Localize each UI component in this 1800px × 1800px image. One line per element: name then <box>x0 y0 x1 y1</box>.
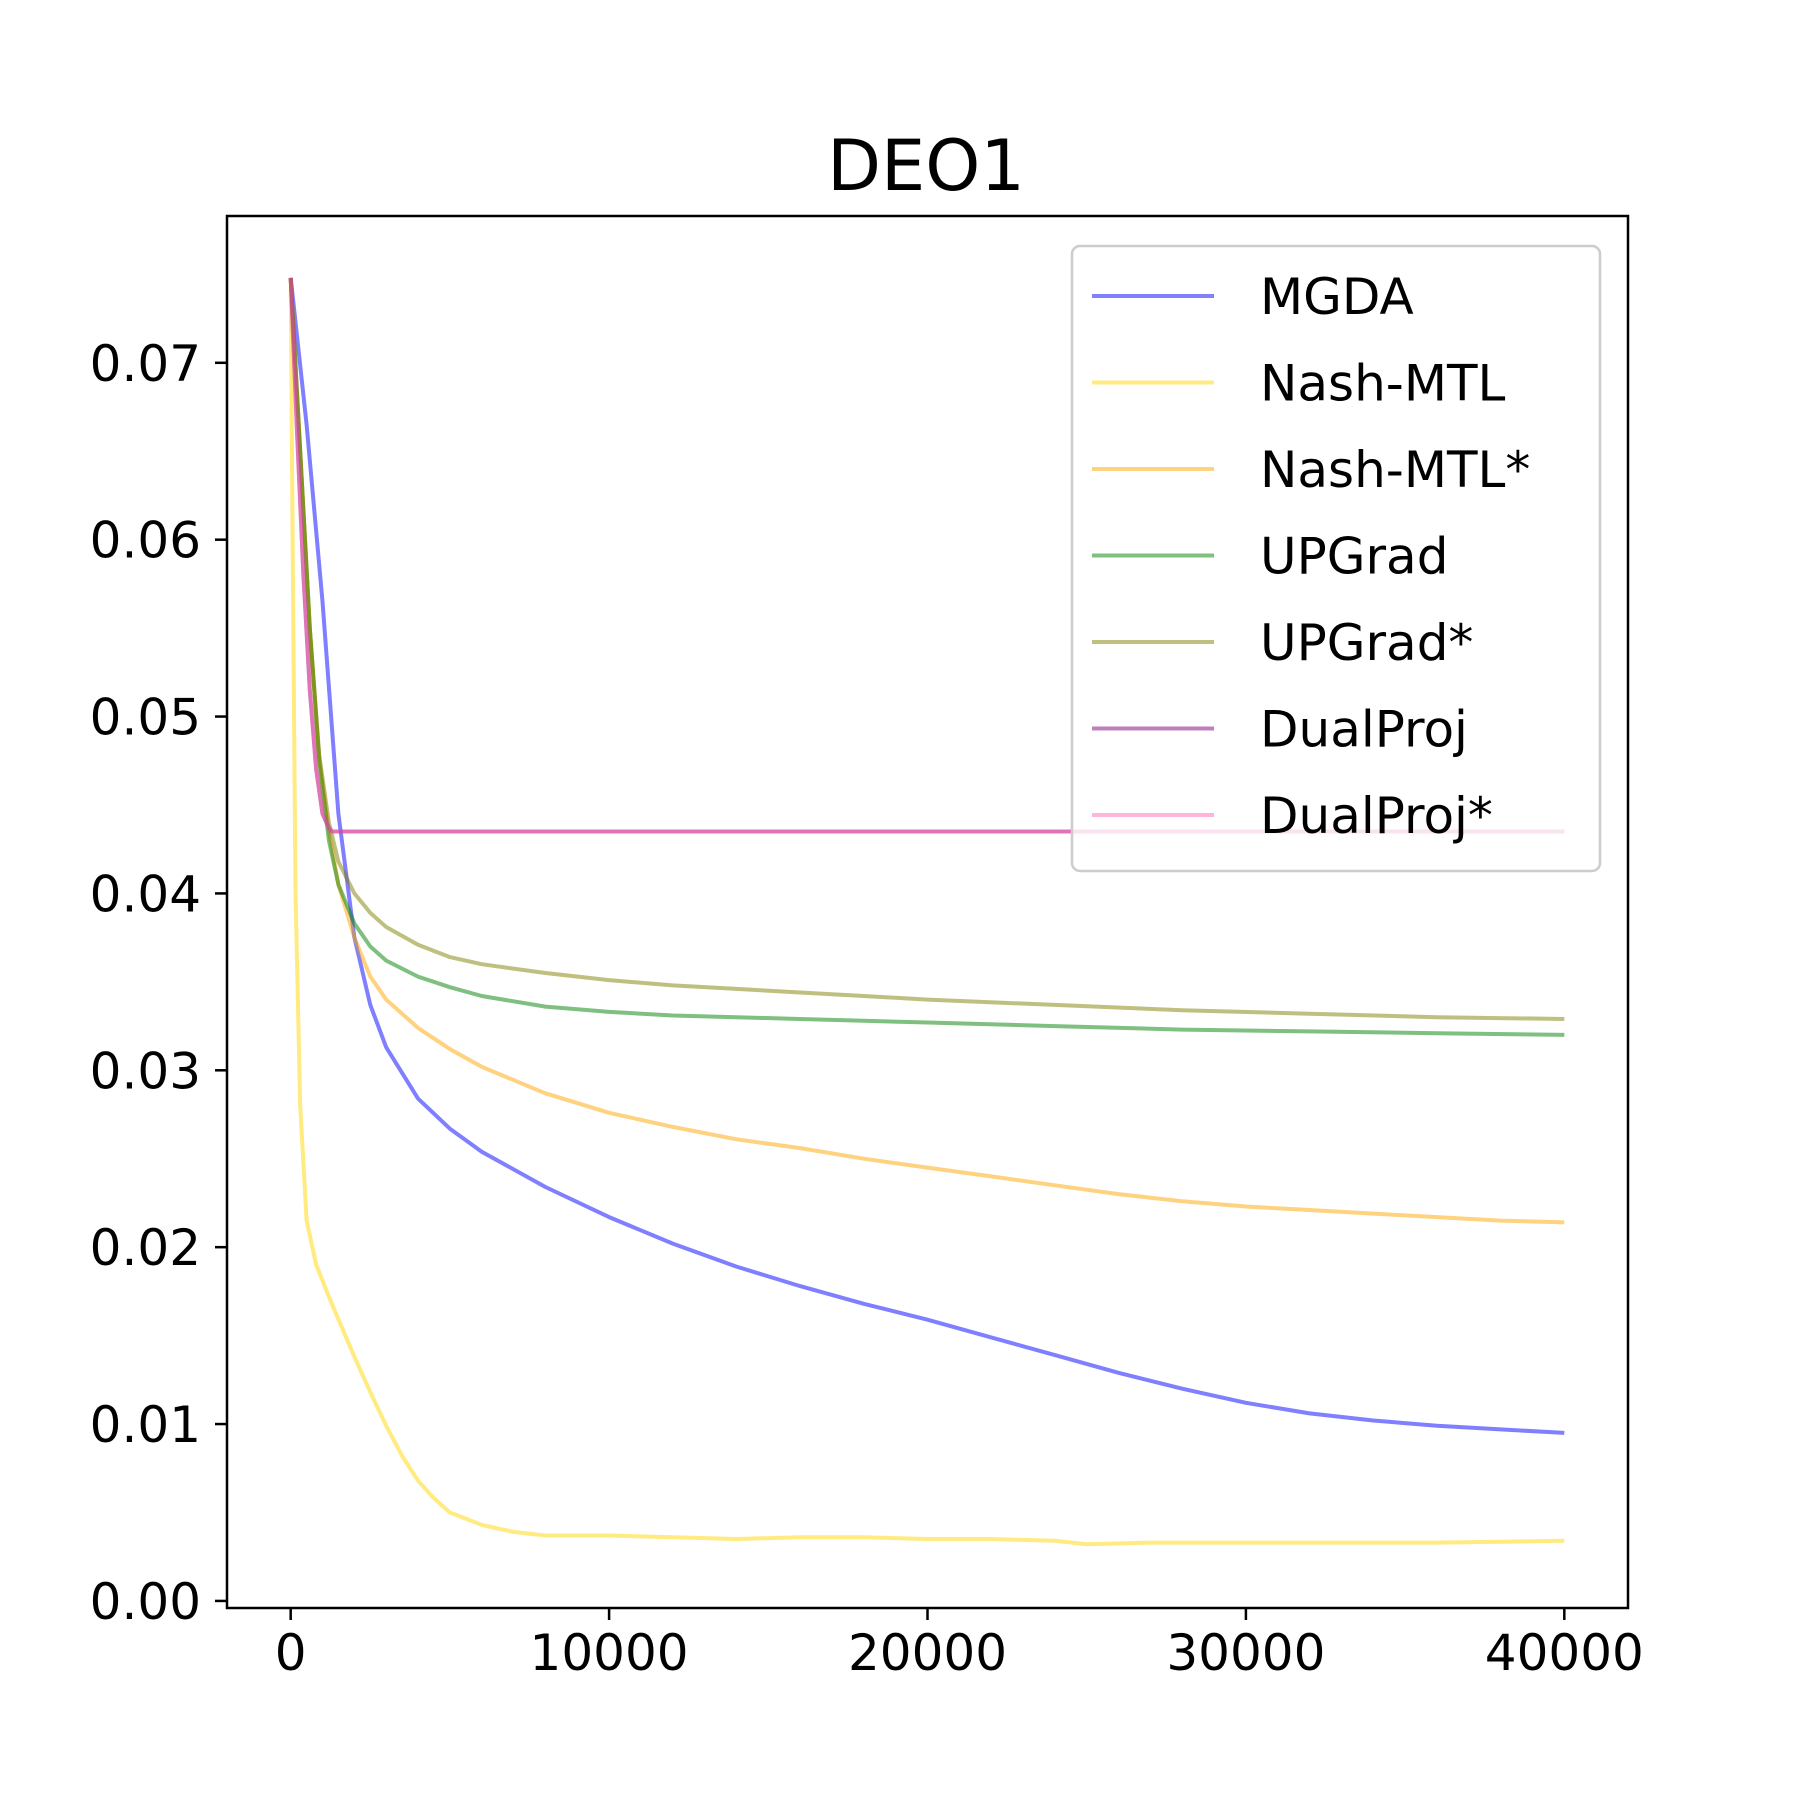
x-tick-label: 0 <box>275 1624 307 1682</box>
y-tick-label: 0.00 <box>90 1573 201 1631</box>
y-tick-label: 0.01 <box>90 1396 201 1454</box>
series-line-nash-mtl <box>288 277 1565 1547</box>
y-axis: 0.00 0.01 0.02 0.03 0.04 0.05 0.06 0.07 <box>90 335 227 1631</box>
legend-label: DualProj <box>1260 701 1468 759</box>
legend-label: Nash-MTL* <box>1260 441 1530 499</box>
x-tick-label: 10000 <box>530 1624 689 1682</box>
series-lines <box>288 277 1565 1547</box>
legend-box <box>1070 244 1602 873</box>
y-tick-label: 0.03 <box>90 1042 201 1100</box>
y-tick-label: 0.05 <box>90 689 201 747</box>
legend-label: DualProj* <box>1260 787 1493 845</box>
chart-title: DEO1 <box>827 125 1025 207</box>
y-tick-label: 0.02 <box>90 1219 201 1277</box>
legend-label: UPGrad* <box>1260 614 1473 672</box>
x-tick-label: 20000 <box>848 1624 1007 1682</box>
legend-label: Nash-MTL <box>1260 355 1506 413</box>
y-tick-label: 0.06 <box>90 512 201 570</box>
legend-label: MGDA <box>1260 268 1414 326</box>
series-line-upgrad <box>288 277 1565 1021</box>
legend: MGDA Nash-MTL Nash-MTL* UPGrad UPGrad* DualPr… <box>1070 244 1602 873</box>
x-tick-label: 40000 <box>1485 1624 1644 1682</box>
x-axis: 0 10000 20000 30000 40000 <box>275 1608 1644 1682</box>
legend-label: UPGrad <box>1260 528 1448 586</box>
x-tick-label: 30000 <box>1166 1624 1325 1682</box>
series-line-dualproj <box>288 277 1565 834</box>
y-tick-label: 0.04 <box>90 865 201 923</box>
series-line-mgda <box>288 277 1565 1435</box>
y-tick-label: 0.07 <box>90 335 201 393</box>
